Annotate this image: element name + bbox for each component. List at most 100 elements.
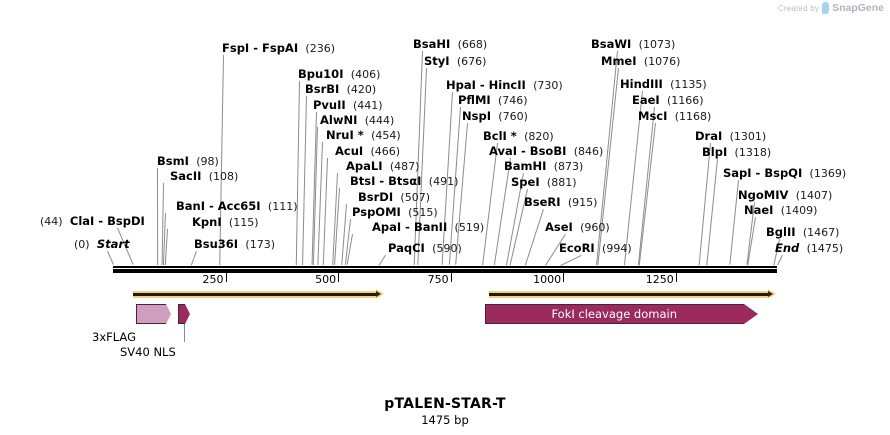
site-name: AvaI - BsoBI	[489, 144, 567, 158]
restriction-site-label-bsahi: BsaHI (668)	[413, 38, 488, 52]
restriction-site-label-bsawi: BsaWI (1073)	[591, 37, 675, 52]
site-position: (420)	[346, 83, 377, 96]
restriction-site-label-bpu10i: Bpu10I (406)	[298, 67, 380, 82]
site-name: KpnI	[192, 215, 222, 229]
watermark-brand: SnapGene	[832, 2, 884, 14]
site-position: (515)	[408, 206, 438, 219]
restriction-site-label-msci: MscI (1168)	[638, 110, 711, 124]
site-position: (1369)	[809, 167, 847, 180]
site-position: (676)	[456, 55, 487, 68]
orf-arrowhead	[767, 289, 776, 299]
site-position: (507)	[400, 191, 431, 204]
site-position: (1467)	[802, 226, 840, 239]
feature-body	[484, 304, 744, 324]
site-leader-line	[378, 255, 386, 266]
site-name: ClaI - BspDI	[69, 214, 145, 228]
site-name: BsrBI	[305, 82, 340, 96]
ruler-tick-label: 750	[427, 273, 449, 286]
restriction-site-label-sacii: SacII (108)	[170, 169, 239, 184]
site-name: AlwNI	[320, 113, 358, 127]
site-name: BclI *	[483, 129, 517, 143]
site-name: ApaI - BanII	[372, 220, 448, 234]
site-position: (236)	[305, 42, 336, 55]
site-position: (173)	[245, 238, 275, 251]
restriction-site-label-ngomiv: NgoMIV (1407)	[738, 189, 832, 203]
site-position: (115)	[228, 216, 259, 229]
orf-bar	[132, 291, 377, 298]
restriction-site-label-fspi: FspI - FspAI (236)	[222, 41, 336, 56]
restriction-site-label-44: (44) ClaI - BspDI	[40, 214, 145, 229]
site-name: AseI	[545, 220, 573, 234]
restriction-site-label-start: (0) Start	[74, 238, 130, 252]
site-position: (746)	[498, 94, 528, 107]
site-name: PvuII	[313, 98, 346, 112]
restriction-site-label-bseri: BseRI (915)	[524, 196, 597, 210]
restriction-site-label-pflmi: PflMI (746)	[458, 94, 528, 108]
site-position: (44)	[40, 215, 63, 228]
site-leader-line	[524, 209, 544, 266]
site-name: BanI - Acc65I	[176, 199, 261, 213]
site-name: FspI - FspAI	[222, 41, 299, 55]
site-leader-line	[322, 158, 328, 266]
site-position: (441)	[352, 99, 383, 112]
site-leader-line	[164, 229, 168, 266]
site-position: (1301)	[729, 130, 767, 143]
site-name: BlpI	[702, 145, 728, 159]
site-name: EcoRI	[559, 241, 595, 255]
ruler-tick	[563, 273, 565, 282]
restriction-site-label-mmei: MmeI (1076)	[601, 55, 681, 69]
site-position: (1076)	[643, 55, 681, 68]
restriction-site-label-bsu36i: Bsu36I (173)	[194, 238, 275, 252]
ruler-tick	[225, 273, 227, 282]
site-leader-line	[157, 167, 159, 265]
site-name: AcuI	[335, 144, 364, 158]
restriction-site-label-bsmi: BsmI (98)	[157, 154, 219, 169]
restriction-site-label-paqci: PaqCI (590)	[388, 242, 462, 256]
restriction-site-label-asei: AseI (960)	[545, 220, 610, 235]
site-name: ApaLI	[346, 159, 383, 173]
site-position: (1475)	[806, 242, 844, 255]
restriction-site-label-ecori: EcoRI (994)	[559, 241, 632, 256]
site-position: (668)	[457, 38, 488, 51]
site-position: (1135)	[670, 78, 707, 91]
site-leader-line	[777, 255, 783, 266]
site-name: BsaWI	[591, 37, 632, 51]
restriction-site-label-alwni: AlwNI (444)	[320, 113, 394, 128]
restriction-site-label-sapi: SapI - BspQI (1369)	[723, 167, 847, 181]
site-leader-line	[107, 250, 114, 265]
site-position: (466)	[370, 145, 401, 158]
site-position: (108)	[208, 170, 239, 183]
orf-arrow-orf-right	[489, 289, 776, 299]
site-leader-line	[706, 159, 718, 266]
site-leader-line	[190, 251, 197, 266]
site-name: BsmI	[157, 154, 189, 168]
restriction-site-label-naei: NaeI (1409)	[744, 204, 817, 218]
site-position: (0)	[74, 238, 90, 251]
site-name: Bpu10I	[298, 67, 344, 81]
ruler-tick-label: 500	[315, 273, 337, 286]
site-name: SacII	[170, 169, 202, 183]
site-name: BamHI	[504, 159, 547, 173]
watermark-prefix: Created by	[777, 3, 820, 13]
feature-label-sv40nls: SV40 NLS	[120, 345, 176, 359]
ruler-line-top	[113, 266, 777, 268]
restriction-site-label-eaei: EaeI (1166)	[632, 94, 704, 108]
site-position: (846)	[573, 145, 604, 158]
site-leader-line	[317, 142, 323, 266]
site-name: PspOMI	[352, 205, 401, 219]
ruler-tick-label: 1000	[533, 273, 562, 286]
site-position: (1166)	[667, 94, 704, 107]
feature-arrowhead	[743, 304, 758, 324]
restriction-site-label-kpni: KpnI (115)	[192, 215, 259, 230]
feature-arrowhead	[184, 304, 190, 324]
site-name: End	[775, 241, 800, 255]
feature-leader-sv40nls	[183, 324, 185, 342]
site-name: SpeI	[511, 175, 540, 189]
page-title: pTALEN-STAR-T	[384, 396, 506, 412]
site-position: (590)	[432, 242, 462, 255]
site-name: DraI	[695, 129, 723, 143]
site-position: (873)	[553, 160, 584, 173]
site-name: BglII	[766, 225, 796, 239]
site-position: (111)	[267, 200, 298, 213]
restriction-site-label-bglii: BglII (1467)	[766, 225, 840, 240]
